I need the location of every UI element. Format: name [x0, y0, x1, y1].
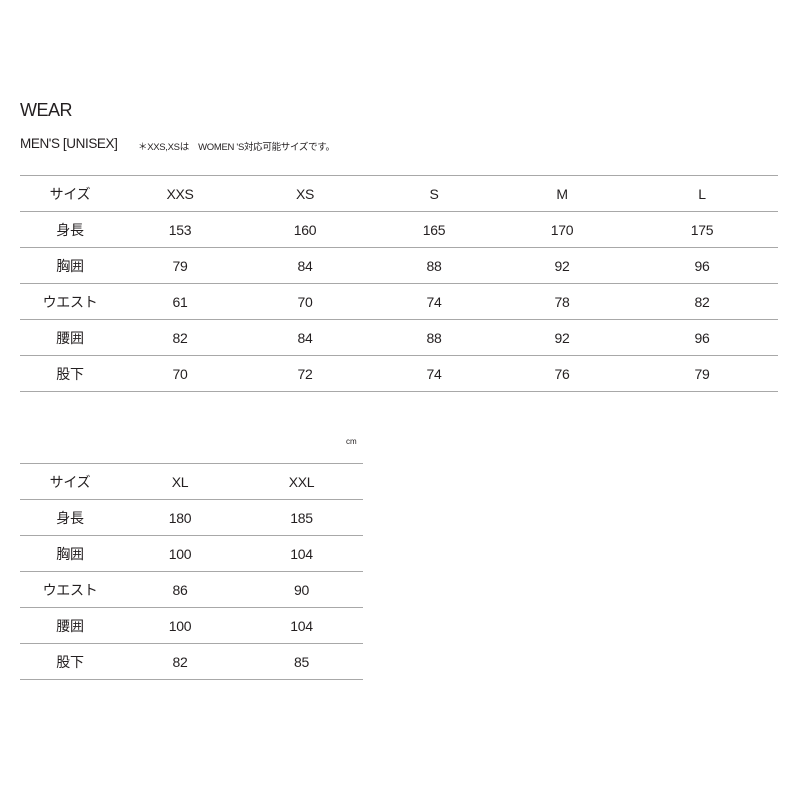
header-row: サイズ XXS XS S M L	[20, 175, 778, 212]
table-cell: 100	[120, 607, 240, 644]
table-cell: XS	[240, 175, 370, 212]
table-cell: 74	[370, 283, 498, 320]
table-row: 股下 82 85	[20, 643, 363, 680]
row-label: 身長	[20, 499, 120, 536]
table-cell: 74	[370, 355, 498, 392]
row-label: ウエスト	[20, 283, 120, 320]
row-label: 胸囲	[20, 247, 120, 284]
table-cell: XL	[120, 463, 240, 500]
table-cell: 153	[120, 211, 240, 248]
table-cell: 90	[240, 571, 363, 608]
table-cell: 165	[370, 211, 498, 248]
table-cell: 84	[240, 247, 370, 284]
table-cell: 88	[370, 319, 498, 356]
row-label: 腰囲	[20, 319, 120, 356]
table-cell: 82	[120, 643, 240, 680]
table-cell: 70	[120, 355, 240, 392]
table-cell: XXS	[120, 175, 240, 212]
header-row: サイズ XL XXL	[20, 463, 363, 500]
table-cell: 78	[498, 283, 626, 320]
table-cell: 82	[626, 283, 778, 320]
table-row: 胸囲 79 84 88 92 96	[20, 247, 778, 284]
table-cell: 96	[626, 247, 778, 284]
row-label: ウエスト	[20, 571, 120, 608]
table-cell: 84	[240, 319, 370, 356]
table-cell: 88	[370, 247, 498, 284]
row-label: 身長	[20, 211, 120, 248]
table-row: 股下 70 72 74 76 79	[20, 355, 778, 392]
table-row: 身長 180 185	[20, 499, 363, 536]
row-label: 腰囲	[20, 607, 120, 644]
table-cell: 85	[240, 643, 363, 680]
table-cell: 79	[120, 247, 240, 284]
table-cell: XXL	[240, 463, 363, 500]
table-row: 腰囲 100 104	[20, 607, 363, 644]
row-label: 股下	[20, 643, 120, 680]
table-cell: 92	[498, 247, 626, 284]
table-cell: S	[370, 175, 498, 212]
table-cell: 79	[626, 355, 778, 392]
table-cell: M	[498, 175, 626, 212]
table-cell: 160	[240, 211, 370, 248]
subtitle: MEN'S [UNISEX]	[20, 136, 118, 151]
table-cell: 175	[626, 211, 778, 248]
table-row: 腰囲 82 84 88 92 96	[20, 319, 778, 356]
row-label: 胸囲	[20, 535, 120, 572]
unit-label: cm	[346, 437, 357, 446]
table-cell: 86	[120, 571, 240, 608]
table-cell: L	[626, 175, 778, 212]
table-cell: 104	[240, 607, 363, 644]
table-cell: 70	[240, 283, 370, 320]
row-label: サイズ	[20, 463, 120, 500]
table-row: 身長 153 160 165 170 175	[20, 211, 778, 248]
table-cell: 96	[626, 319, 778, 356]
row-label: 股下	[20, 355, 120, 392]
row-label: サイズ	[20, 175, 120, 212]
table-cell: 72	[240, 355, 370, 392]
size-note: ＊XXS,XSは WOMEN 'S対応可能サイズです。	[138, 142, 335, 153]
page-title: WEAR	[20, 100, 73, 120]
table-cell: 170	[498, 211, 626, 248]
table-cell: 92	[498, 319, 626, 356]
table-cell: 185	[240, 499, 363, 536]
table-row: ウエスト 61 70 74 78 82	[20, 283, 778, 320]
table-cell: 61	[120, 283, 240, 320]
table-row: 胸囲 100 104	[20, 535, 363, 572]
table-cell: 82	[120, 319, 240, 356]
table-cell: 100	[120, 535, 240, 572]
table-cell: 76	[498, 355, 626, 392]
table-row: ウエスト 86 90	[20, 571, 363, 608]
size-table-1: サイズ XXS XS S M L 身長 153 160 165 170 175 胸囲 79 84 88 92 96…	[20, 175, 778, 392]
size-table-2: サイズ XL XXL 身長 180 185 胸囲 100 104 ウエスト 86 90 腰囲 100 104…	[20, 463, 363, 680]
table-cell: 104	[240, 535, 363, 572]
table-cell: 180	[120, 499, 240, 536]
